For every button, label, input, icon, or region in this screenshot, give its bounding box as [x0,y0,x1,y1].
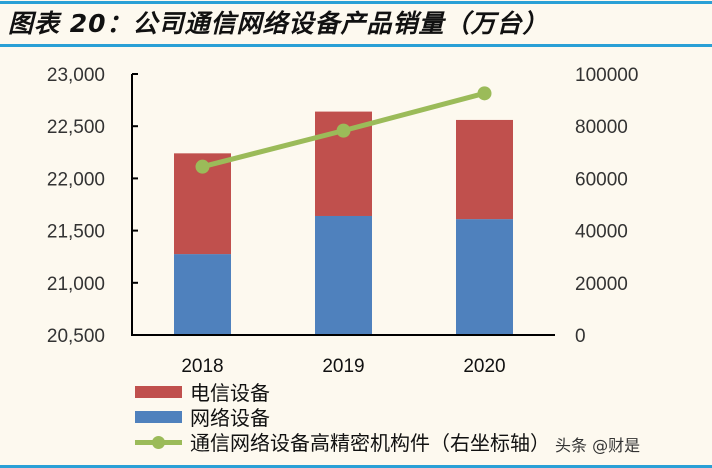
bar-network-2018 [174,254,231,335]
right-tick-label: 80000 [575,117,628,138]
left-tick-label: 22,000 [47,169,105,190]
left-tick-label: 23,000 [47,65,105,86]
components-point-2020 [477,86,492,101]
left-tick-label: 21,500 [47,222,105,243]
components-point-2019 [336,123,351,138]
legend-item-telecom: 电信设备 [135,377,270,406]
legend-swatch-blue [135,410,182,423]
left-tick-label: 22,500 [47,117,105,138]
legend-item-network: 网络设备 [135,402,270,431]
x-tick-label: 2020 [463,356,505,377]
right-tick-label: 20000 [575,274,628,295]
top-rule [0,1,712,4]
right-tick-label: 40000 [575,222,628,243]
legend-item-components: 通信网络设备高精密机构件（右坐标轴） [135,427,550,456]
legend-line-marker-icon [135,435,182,449]
bottom-rule [0,465,712,468]
watermark: 头条 @财是 [555,436,641,455]
legend-label: 网络设备 [190,406,270,430]
legend-label: 电信设备 [190,381,270,405]
bar-telecom-2020 [456,119,513,220]
right-tick-label: 100000 [575,65,638,86]
title-rule [0,44,712,47]
chart-title: 图表 20：公司通信网络设备产品销量（万台） [8,9,549,38]
components-point-2018 [195,159,210,174]
left-tick-label: 20,500 [47,326,105,347]
left-tick-label: 21,000 [47,274,105,295]
right-tick-label: 60000 [575,169,628,190]
x-tick-label: 2018 [181,356,223,377]
legend-swatch-red [135,385,182,398]
bar-network-2019 [315,215,372,335]
legend-label: 通信网络设备高精密机构件（右坐标轴） [190,431,550,455]
x-tick-label: 2019 [322,356,364,377]
right-tick-label: 0 [575,326,586,347]
bar-network-2020 [456,219,513,335]
